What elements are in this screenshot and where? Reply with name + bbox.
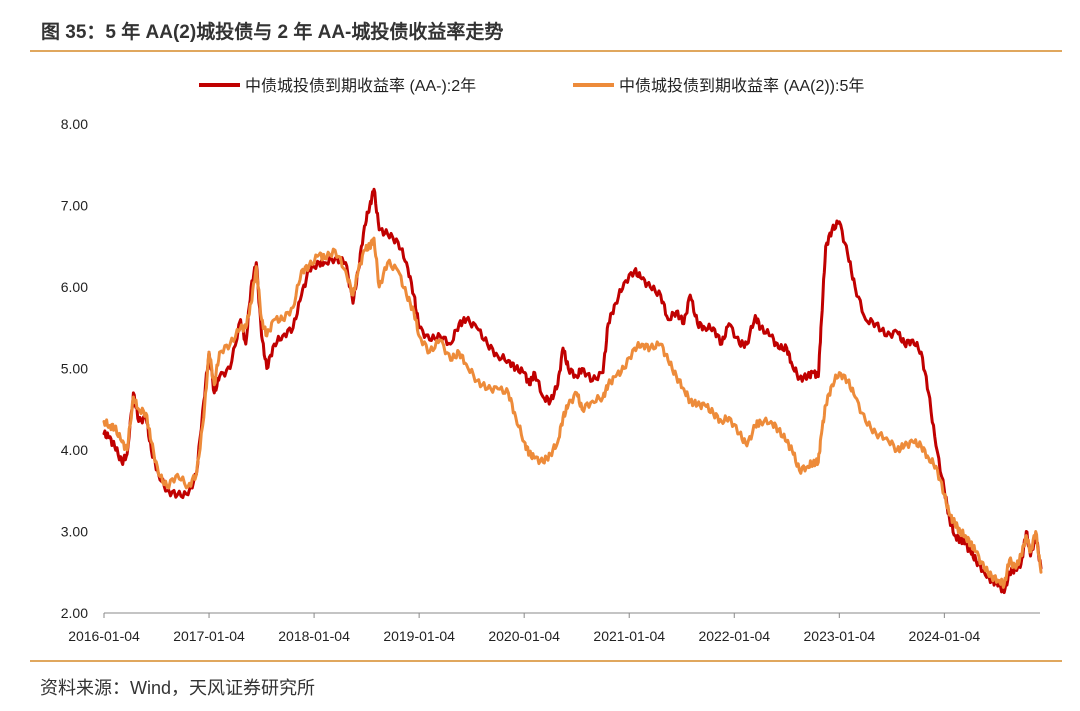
figure-title: 图 35：5 年 AA(2)城投债与 2 年 AA-城投债收益率走势 <box>41 22 504 43</box>
series-line-5y-aa2 <box>102 236 1043 589</box>
x-tick-label: 2019-01-04 <box>383 628 455 644</box>
y-tick-label: 4.00 <box>61 442 88 458</box>
source-note: 资料来源：Wind，天风证券研究所 <box>40 678 316 698</box>
x-tick-label: 2020-01-04 <box>488 628 560 644</box>
series-group <box>102 187 1043 595</box>
y-tick-label: 2.00 <box>61 605 88 621</box>
y-axis: 8.00 7.00 6.00 5.00 4.00 3.00 2.00 <box>61 116 88 621</box>
y-tick-label: 7.00 <box>61 198 88 214</box>
legend-label-5y: 中债城投债到期收益率 (AA(2)):5年 <box>619 77 864 95</box>
series-line-2y-aa-minus <box>102 187 1043 595</box>
x-tick-label: 2021-01-04 <box>593 628 665 644</box>
y-tick-label: 6.00 <box>61 279 88 295</box>
y-tick-label: 5.00 <box>61 361 88 377</box>
legend: 中债城投债到期收益率 (AA-):2年 中债城投债到期收益率 (AA(2)):5… <box>199 77 864 95</box>
x-tick-label: 2024-01-04 <box>909 628 981 644</box>
top-divider <box>30 50 1062 52</box>
legend-label-2y: 中债城投债到期收益率 (AA-):2年 <box>245 77 476 95</box>
line-chart: 中债城投债到期收益率 (AA-):2年 中债城投债到期收益率 (AA(2)):5… <box>61 77 1043 644</box>
x-tick-label: 2018-01-04 <box>278 628 350 644</box>
x-tick-label: 2022-01-04 <box>698 628 770 644</box>
bottom-divider <box>30 660 1062 662</box>
y-tick-label: 3.00 <box>61 524 88 540</box>
x-tick-label: 2017-01-04 <box>173 628 245 644</box>
y-tick-label: 8.00 <box>61 116 88 132</box>
x-axis: 2016-01-04 2017-01-04 2018-01-04 2019-01-04… <box>68 612 1040 644</box>
x-tick-label: 2016-01-04 <box>68 628 140 644</box>
x-tick-label: 2023-01-04 <box>804 628 876 644</box>
